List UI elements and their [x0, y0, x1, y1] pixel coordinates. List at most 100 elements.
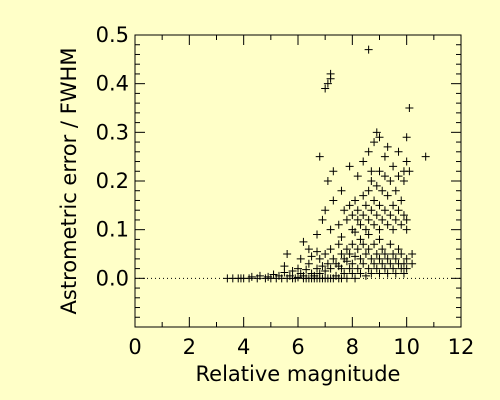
data-point	[359, 259, 368, 268]
data-point	[405, 104, 414, 112]
data-point	[399, 211, 408, 220]
axis-ticks	[134, 34, 462, 328]
data-point	[394, 245, 403, 254]
data-point	[351, 196, 360, 205]
data-point	[370, 259, 379, 268]
data-point	[367, 177, 376, 185]
data-point	[389, 162, 398, 171]
data-point	[299, 237, 308, 246]
data-point	[380, 172, 389, 181]
data-point	[351, 274, 360, 283]
data-point	[345, 264, 354, 273]
x-axis-label: Relative magnitude	[196, 362, 401, 386]
data-point	[329, 254, 338, 263]
data-point	[302, 265, 311, 274]
data-point	[321, 84, 330, 93]
data-point	[364, 245, 373, 254]
data-point	[334, 220, 343, 229]
data-point	[380, 250, 389, 258]
data-point	[421, 152, 430, 161]
data-point	[370, 138, 379, 147]
data-point	[353, 215, 362, 224]
data-point	[394, 172, 403, 181]
data-point	[313, 230, 322, 239]
data-point	[283, 250, 292, 258]
data-point	[326, 74, 335, 83]
data-point	[402, 225, 411, 234]
data-point	[323, 259, 332, 268]
data-point	[389, 201, 398, 210]
data-points	[223, 45, 430, 283]
data-point	[378, 215, 387, 224]
data-point	[356, 235, 365, 244]
data-point	[397, 250, 406, 258]
data-point	[378, 245, 387, 254]
data-point	[342, 257, 351, 266]
x-tick-label: 2	[183, 335, 196, 359]
data-point	[375, 167, 384, 176]
data-point	[323, 177, 332, 185]
data-point	[402, 215, 411, 224]
data-point	[364, 264, 373, 273]
y-tick-label: 0.2	[96, 169, 129, 193]
data-point	[386, 177, 395, 185]
data-point	[361, 201, 370, 210]
data-point	[323, 79, 332, 88]
x-tick-label: 0	[128, 335, 141, 359]
data-point	[372, 181, 381, 190]
data-point	[391, 215, 400, 224]
data-point	[370, 220, 379, 229]
data-point	[315, 269, 324, 278]
data-point	[321, 206, 330, 215]
data-point	[359, 157, 368, 166]
data-point	[361, 271, 370, 280]
data-point	[321, 250, 330, 258]
data-point	[359, 191, 368, 200]
data-point	[386, 240, 395, 249]
data-point	[386, 211, 395, 220]
data-point	[345, 250, 354, 258]
x-tick-label: 12	[448, 335, 475, 359]
data-point	[394, 206, 403, 215]
y-tick-label: 0.3	[96, 120, 129, 144]
y-tick-label: 0.0	[96, 266, 129, 290]
data-point	[359, 211, 368, 220]
data-point	[247, 272, 256, 281]
data-point	[348, 211, 357, 220]
data-point	[356, 269, 365, 278]
data-point	[326, 264, 335, 273]
data-point	[375, 201, 384, 210]
data-point	[326, 225, 335, 234]
data-point	[353, 172, 362, 181]
data-point	[364, 230, 373, 239]
data-point	[389, 264, 398, 273]
data-point	[351, 228, 360, 237]
data-point	[340, 269, 349, 278]
x-tick-label: 6	[291, 335, 304, 359]
data-point	[370, 240, 379, 249]
data-point	[318, 215, 327, 224]
data-point	[383, 220, 392, 229]
data-point	[348, 259, 357, 268]
data-point	[383, 269, 392, 278]
data-point	[315, 254, 324, 263]
data-point	[375, 225, 384, 234]
data-point	[383, 142, 392, 151]
data-point	[372, 128, 381, 137]
data-point	[334, 240, 343, 249]
x-tick-label: 8	[346, 335, 359, 359]
data-point	[399, 177, 408, 185]
data-point	[255, 271, 264, 280]
data-point	[383, 254, 392, 263]
x-tick-labels: 0 2 4 6 8 10 12	[128, 335, 474, 359]
data-point	[313, 247, 322, 256]
y-tick-label: 0.5	[96, 23, 129, 47]
data-point	[391, 269, 400, 278]
data-point	[353, 264, 362, 273]
x-tick-label: 10	[393, 335, 420, 359]
data-point	[375, 235, 384, 244]
y-tick-label: 0.1	[96, 218, 129, 242]
data-point	[367, 269, 376, 278]
data-point	[408, 259, 417, 268]
